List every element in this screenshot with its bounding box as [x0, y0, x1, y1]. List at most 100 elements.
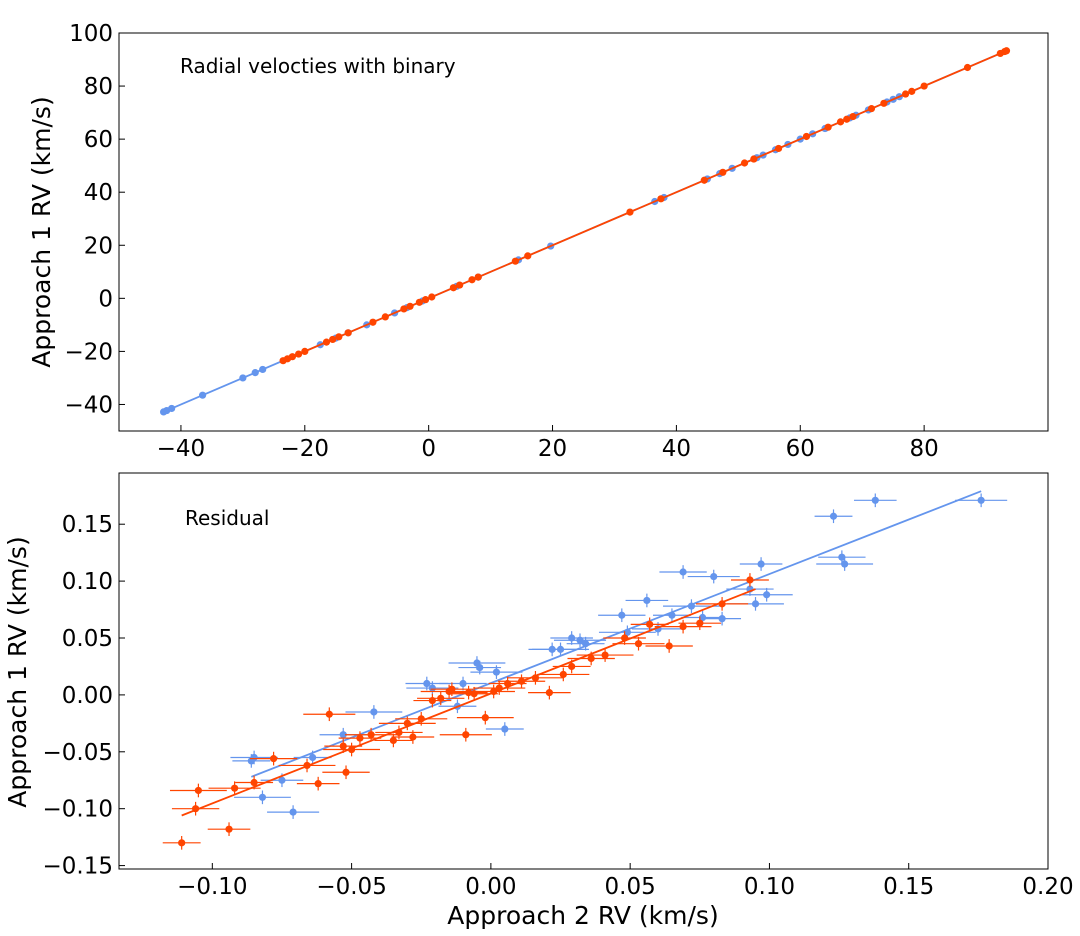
data-point [559, 670, 567, 679]
data-point [168, 404, 176, 413]
data-point [428, 684, 436, 692]
data-point [757, 560, 765, 568]
data-point [824, 123, 832, 131]
x-ticks-bottom: −0.10 −0.05 0.00 0.05 0.10 0.15 0.20 [177, 863, 1074, 900]
series-b-bottom [162, 573, 769, 850]
x-tick-label: 0.15 [883, 874, 934, 900]
y-tick-label: −0.10 [43, 797, 113, 823]
data-point [415, 298, 423, 306]
data-point [802, 132, 811, 141]
data-point [314, 780, 322, 788]
x-tick-label: −40 [157, 436, 206, 462]
y-tick-label: −0.05 [43, 740, 113, 766]
data-point [459, 679, 467, 688]
panel-radial-velocities: Radial velocties with binary Approach 1 … [27, 21, 1049, 462]
annotation-top: Radial velocties with binary [180, 54, 456, 78]
panel-residual: Residual Approach 1 RV (km/s) Approach 2… [3, 472, 1074, 930]
data-point [568, 662, 576, 671]
data-point [381, 313, 389, 321]
data-point [344, 329, 352, 337]
data-point [417, 715, 425, 723]
data-point [251, 369, 259, 377]
data-point [258, 793, 267, 801]
y-tick-label: 0 [98, 286, 113, 312]
data-point [464, 689, 473, 697]
data-point [829, 512, 838, 520]
fit-line [279, 50, 1006, 363]
data-point [492, 668, 501, 676]
data-point [718, 615, 726, 623]
data-point [192, 805, 200, 813]
data-point [421, 296, 430, 304]
data-point [308, 753, 317, 762]
data-point [395, 728, 403, 737]
y-tick-label: −40 [64, 392, 113, 418]
data-point [329, 335, 337, 344]
data-point [623, 628, 631, 636]
x-tick-label: 20 [538, 436, 567, 462]
data-point [556, 645, 565, 653]
data-point [774, 144, 783, 153]
data-point [843, 115, 851, 123]
data-point [751, 600, 760, 608]
data-point [710, 572, 718, 581]
data-point [620, 634, 629, 642]
data-point [199, 391, 207, 399]
data-point [474, 273, 482, 281]
data-point [668, 611, 676, 619]
y-tick-label: 20 [84, 233, 113, 259]
data-point [867, 105, 876, 113]
data-point [696, 619, 704, 627]
x-tick-label: −0.05 [316, 874, 386, 900]
data-point [511, 257, 519, 265]
data-point [322, 338, 331, 346]
data-point [657, 195, 665, 203]
data-point [698, 613, 707, 622]
data-point [335, 333, 343, 341]
data-point [626, 208, 634, 216]
data-point [231, 784, 239, 792]
data-point [400, 305, 408, 313]
x-tick-label: 0.05 [605, 874, 656, 900]
x-tick-label: 40 [662, 436, 691, 462]
y-tick-label: 0.10 [62, 569, 113, 595]
y-tick-label: 0.15 [62, 512, 113, 538]
data-point [643, 596, 651, 605]
y-tick-label: 0.00 [62, 683, 113, 709]
data-point [576, 636, 584, 644]
data-point [303, 761, 311, 770]
data-point [289, 808, 297, 816]
data-point [849, 112, 857, 121]
data-point [250, 753, 258, 762]
x-tick-label: 0.00 [465, 874, 516, 900]
data-point [428, 293, 436, 301]
data-point [836, 118, 845, 126]
x-tick-label: 60 [786, 436, 815, 462]
data-point [517, 677, 526, 685]
data-point [545, 689, 553, 697]
data-point [462, 731, 470, 739]
data-point [920, 82, 928, 90]
y-tick-label: 40 [84, 180, 113, 206]
data-point [239, 374, 247, 382]
ylabel-top: Approach 1 RV (km/s) [27, 96, 56, 367]
series-a-bottom [230, 490, 1008, 819]
data-point [587, 654, 595, 663]
y-tick-label: −0.15 [43, 854, 113, 880]
data-point [476, 663, 484, 672]
data-point [977, 496, 985, 504]
data-point [342, 768, 350, 776]
data-point [601, 651, 609, 659]
data-point [841, 560, 849, 568]
data-point [437, 694, 445, 702]
fit-line [181, 588, 756, 817]
data-point [901, 90, 910, 98]
data-point [194, 786, 202, 795]
annotation-bottom: Residual [185, 506, 269, 530]
data-point [367, 731, 375, 739]
data-point [449, 284, 458, 292]
y-tick-label: 60 [84, 127, 113, 153]
data-point [687, 602, 696, 610]
y-ticks-bottom: −0.15 −0.10 −0.05 0.00 0.05 0.10 0.15 [43, 512, 125, 880]
data-point [389, 736, 397, 745]
